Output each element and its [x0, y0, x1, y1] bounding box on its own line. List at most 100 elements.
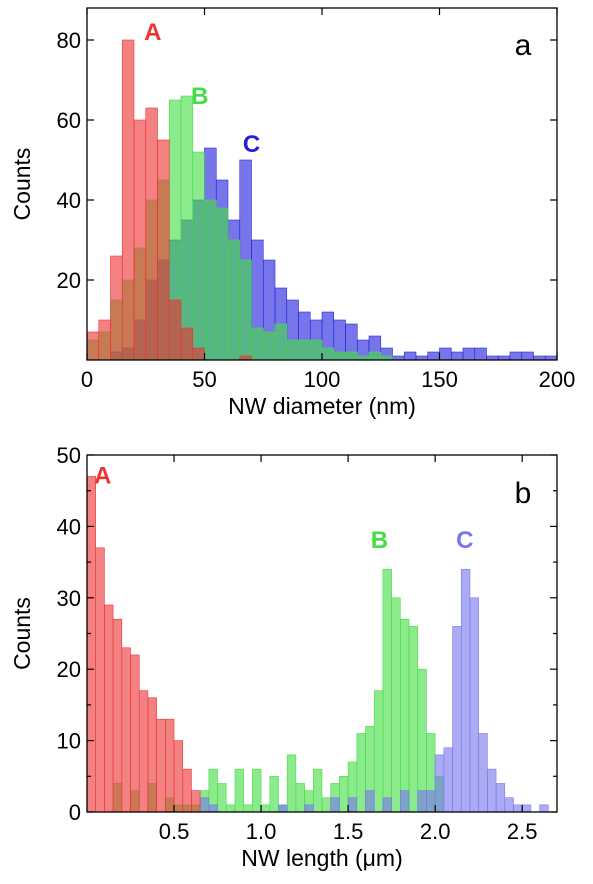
bar-C-22: [539, 804, 549, 813]
bar-C-34: [509, 351, 523, 361]
bar-A-1: [95, 547, 105, 813]
x-tick-label: 200: [539, 367, 576, 392]
panel-label: a: [515, 29, 532, 62]
bar-B-17: [286, 339, 299, 361]
bar-C-5: [347, 797, 358, 813]
bar-C-13: [452, 626, 462, 813]
bar-B-13: [239, 259, 252, 361]
y-tick-label: 30: [57, 586, 81, 611]
bar-C-20: [513, 804, 523, 813]
x-tick-label: 50: [192, 367, 216, 392]
chart-panel-b: 0.5 1.0 1.5 2.0 2.5 0 10 20 30 40 50 NW length (μm)…: [9, 443, 558, 871]
bars-group: [86, 39, 558, 361]
bar-B-22: [345, 351, 358, 361]
series-C: [199, 568, 549, 813]
bar-B-21: [333, 351, 346, 361]
bar-A-10: [173, 740, 184, 813]
x-tick-label: 100: [304, 367, 341, 392]
bar-C-14: [460, 568, 471, 813]
x-tick-label: 2.5: [507, 819, 538, 844]
bar-C-25: [403, 351, 417, 361]
bar-B-9: [192, 151, 205, 361]
bar-B-10: [225, 804, 236, 813]
bar-B-11: [215, 207, 229, 361]
bar-A-2: [110, 255, 123, 361]
y-axis-title: Counts: [9, 148, 35, 221]
bar-A-3: [121, 39, 135, 361]
bar-C-15: [469, 597, 479, 813]
bar-B-11: [234, 768, 244, 813]
bar-A-4: [121, 647, 131, 813]
bar-B-8: [180, 95, 194, 361]
y-tick-label: 40: [57, 514, 81, 539]
series-A: [86, 39, 252, 361]
y-tick-label: 0: [69, 800, 81, 825]
bar-B-29: [391, 597, 401, 813]
series-A: [86, 476, 201, 813]
x-tick-label: 2.0: [420, 819, 451, 844]
bar-C-29: [450, 351, 464, 361]
series-label-C: C: [243, 131, 260, 158]
bar-A-4: [133, 119, 147, 361]
bar-B-15: [269, 775, 279, 813]
bar-C-10: [426, 790, 436, 813]
bar-C-11: [434, 754, 445, 813]
bar-C-7: [382, 797, 392, 813]
bar-B-24: [368, 351, 382, 361]
bar-A-8: [180, 327, 194, 361]
bar-B-21: [321, 797, 331, 813]
bar-B-25: [356, 733, 366, 813]
bar-B-10: [204, 199, 217, 361]
bar-B-18: [298, 339, 311, 361]
bar-C-12: [443, 747, 453, 813]
panel-label: b: [515, 477, 532, 510]
bar-B-18: [295, 783, 305, 813]
x-tick-label: 0.5: [159, 819, 190, 844]
bar-C-19: [504, 797, 514, 813]
bar-A-6: [157, 139, 170, 361]
bar-C-21: [521, 804, 532, 813]
bar-C-28: [439, 347, 452, 361]
series-label-B: B: [371, 527, 388, 554]
bar-A-7: [147, 697, 157, 813]
bar-C-6: [365, 790, 375, 813]
bar-B-20: [321, 347, 335, 361]
bar-A-1: [98, 319, 111, 361]
y-tick-label: 20: [57, 268, 81, 293]
y-tick-label: 60: [57, 108, 81, 133]
bar-B-14: [251, 327, 264, 361]
y-tick-label: 40: [57, 188, 81, 213]
y-tick-label: 50: [57, 443, 81, 468]
y-tick-label: 20: [57, 657, 81, 682]
bar-A-0: [86, 331, 100, 361]
bar-B-14: [260, 804, 271, 813]
bar-B-12: [227, 239, 241, 361]
bar-B-27: [373, 690, 384, 813]
bar-C-1: [208, 804, 218, 813]
bar-C-4: [330, 797, 340, 813]
bar-C-16: [478, 733, 488, 813]
y-tick-label: 80: [57, 28, 81, 53]
bar-A-7: [168, 299, 182, 361]
x-tick-label: 150: [421, 367, 458, 392]
bar-B-23: [339, 775, 349, 813]
bar-A-8: [156, 718, 166, 813]
series-label-A: A: [144, 19, 161, 46]
bar-B-31: [408, 626, 419, 813]
x-tick-label: 1.5: [333, 819, 364, 844]
bar-B-17: [286, 754, 297, 813]
series-label-B: B: [191, 83, 208, 110]
bar-A-3: [112, 618, 123, 813]
bar-C-27: [427, 351, 440, 361]
bar-A-5: [145, 107, 158, 361]
bar-B-9: [217, 783, 227, 813]
bar-B-13: [252, 768, 262, 813]
bar-C-9: [417, 790, 427, 813]
x-axis-title: NW length (μm): [241, 845, 403, 871]
bar-C-0: [199, 797, 210, 813]
series-label-C: C: [456, 527, 473, 554]
y-tick-label: 10: [57, 729, 81, 754]
bar-A-9: [192, 347, 205, 361]
x-axis-title: NW diameter (nm): [228, 393, 416, 419]
